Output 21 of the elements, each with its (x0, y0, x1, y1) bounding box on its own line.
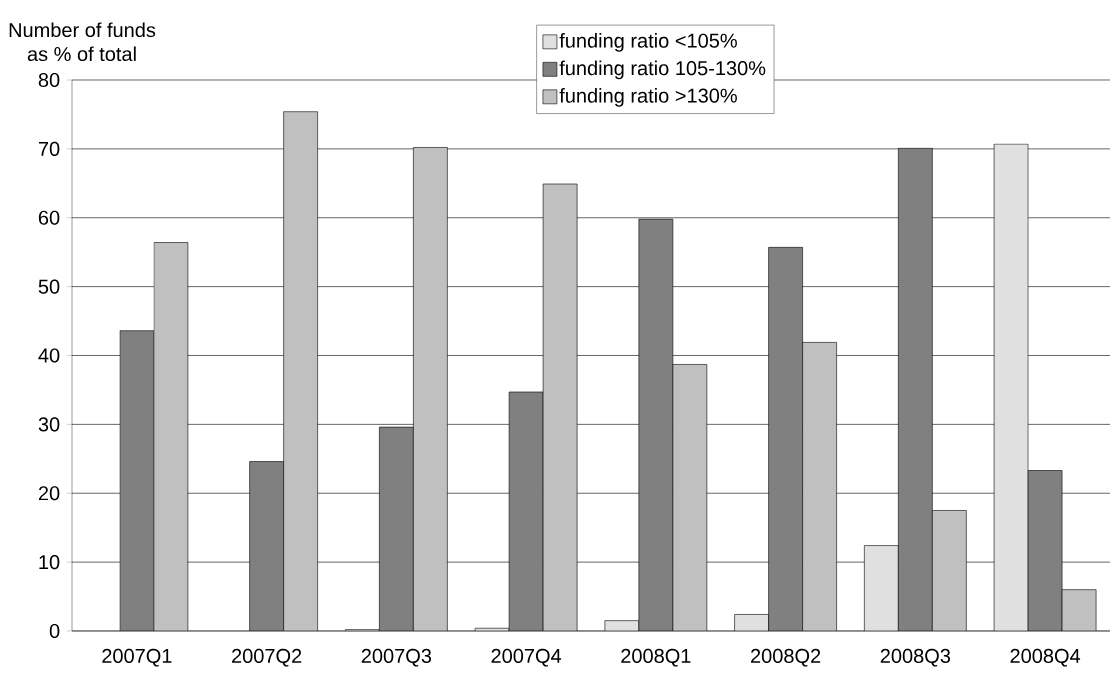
y-tick-label: 80 (38, 72, 60, 88)
x-tick-label: 2007Q3 (361, 648, 432, 667)
y-tick-label: 70 (38, 141, 60, 156)
x-tick-label: 2008Q3 (880, 648, 951, 667)
x-tick-label: 2008Q1 (621, 648, 691, 667)
y-tick-label: 20 (38, 486, 60, 501)
x-tick-label: 2007Q1 (102, 648, 172, 667)
x-tick-label: 2007Q2 (232, 648, 302, 667)
y-axis-title: Number of funds as % of total (9, 22, 156, 62)
y-tick-label: 10 (39, 555, 60, 570)
legend-label: funding ratio >130% (559, 88, 737, 107)
x-tick-label: 2007Q4 (491, 648, 562, 667)
x-tick-label: 2008Q4 (1010, 648, 1081, 667)
y-tick-label: 30 (38, 417, 60, 432)
y-tick-label: 0 (49, 623, 60, 639)
y-tick-label: 40 (38, 348, 60, 363)
x-tick-label: 2008Q2 (751, 648, 821, 667)
y-tick-label: 60 (38, 210, 60, 225)
y-tick-label: 50 (38, 279, 60, 294)
legend-label: funding ratio 105-130% (559, 60, 766, 80)
legend-label: funding ratio <105% (559, 33, 737, 52)
